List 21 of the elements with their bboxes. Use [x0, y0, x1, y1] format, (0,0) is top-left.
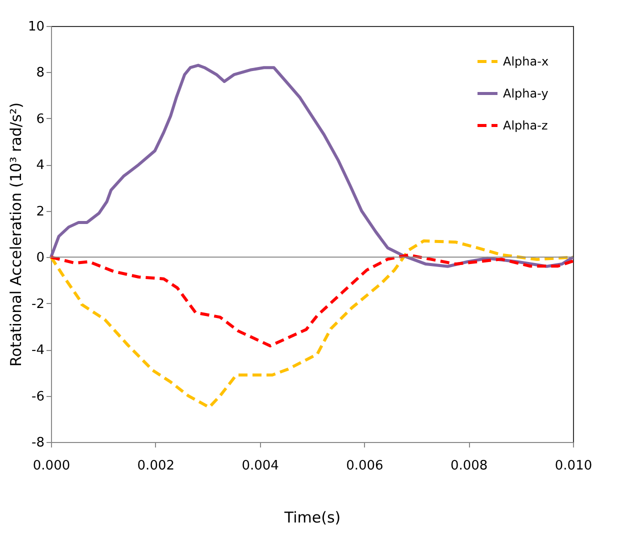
x-tick-label: 0.004: [242, 458, 279, 474]
y-axis-title: Rotational Acceleration (10³ rad/s²): [6, 102, 25, 367]
y-tick-label: 4: [36, 158, 44, 174]
legend-label: Alpha-z: [503, 118, 548, 132]
y-tick-label: -4: [32, 343, 44, 358]
legend-label: Alpha-y: [503, 86, 548, 100]
x-tick-label: 0.008: [450, 458, 488, 474]
y-tick-label: 2: [36, 204, 44, 220]
x-tick-label: 0.002: [137, 458, 175, 474]
y-tick-label: 8: [36, 66, 44, 81]
x-axis-title: Time(s): [283, 508, 341, 526]
x-tick-label: 0.006: [346, 458, 384, 474]
y-tick-label: 0: [36, 250, 44, 266]
x-tick-label: 0.000: [32, 458, 70, 474]
x-tick-label: 0.010: [554, 458, 592, 474]
y-tick-label: 10: [28, 20, 44, 34]
y-tick-label: -2: [32, 296, 44, 312]
y-tick-label: -6: [32, 389, 44, 404]
y-tick-label: 6: [36, 112, 44, 127]
y-tick-label: -8: [32, 436, 44, 450]
legend-label: Alpha-x: [503, 54, 549, 68]
